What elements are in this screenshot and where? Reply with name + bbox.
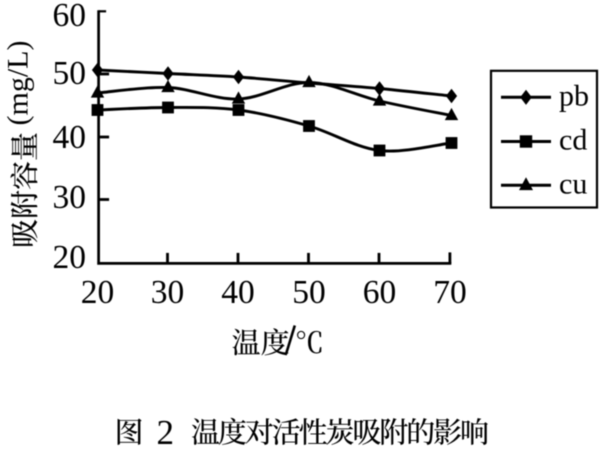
svg-text:50: 50: [53, 55, 87, 92]
svg-text:50: 50: [292, 274, 326, 311]
svg-text:20: 20: [81, 274, 115, 311]
svg-text:40: 40: [53, 119, 87, 156]
svg-text:60: 60: [53, 0, 87, 34]
svg-text:(mg/L): (mg/L): [2, 41, 35, 126]
svg-text:20: 20: [53, 239, 87, 276]
svg-text:30: 30: [151, 274, 185, 311]
svg-text:2: 2: [157, 413, 175, 450]
svg-text:30: 30: [53, 179, 87, 216]
svg-text:cd: cd: [559, 124, 587, 157]
svg-text:70: 70: [433, 274, 467, 311]
svg-text:cu: cu: [559, 167, 587, 200]
svg-text:pb: pb: [559, 79, 589, 112]
svg-text:40: 40: [221, 274, 255, 311]
svg-text:60: 60: [363, 274, 397, 311]
